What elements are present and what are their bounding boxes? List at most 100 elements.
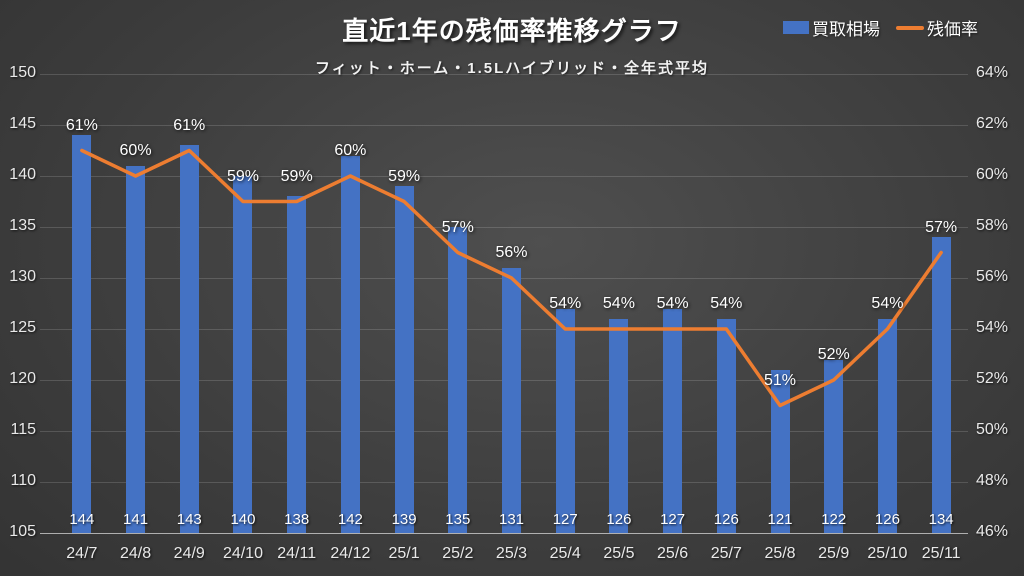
bar [877,318,897,533]
bar-value-label: 144 [69,511,95,528]
left-axis-tick: 115 [10,421,36,438]
x-axis-label: 25/1 [388,545,420,562]
right-axis-tick: 50% [976,421,1009,438]
bar [609,318,629,533]
gridline [40,74,968,75]
bar-value-label: 138 [284,511,310,528]
percentage-point-label: 59% [280,167,313,185]
right-axis-tick: 52% [976,370,1009,387]
bar-value-label: 140 [230,511,256,528]
bar-value-label: 131 [498,511,525,528]
x-axis-label: 25/9 [818,545,850,562]
percentage-point-label: 59% [388,167,421,185]
percentage-point-label: 54% [549,295,582,312]
percentage-point-label: 60% [334,142,367,159]
percentage-point-label: 57% [441,218,474,236]
bar [448,227,468,533]
x-axis-label: 25/11 [921,545,961,562]
percentage-point-label: 57% [925,218,958,236]
bar-value-label: 122 [821,511,847,528]
bar [72,135,92,533]
bar [340,155,360,533]
percentage-point-label: 52% [817,346,850,363]
x-axis-label: 25/6 [657,545,689,562]
left-axis-tick: 105 [9,523,36,540]
bar-value-label: 127 [552,511,578,528]
x-axis-label: 25/3 [495,545,528,562]
percentage-point-label: 51% [764,371,797,389]
x-axis-label: 25/4 [549,545,581,562]
bar [502,267,521,533]
bar [770,369,790,533]
percentage-point-label: 60% [119,142,152,159]
percentage-point-label: 61% [65,116,98,134]
percentage-point-label: 54% [602,295,635,312]
x-axis-label: 25/5 [603,545,635,562]
bar-value-label: 121 [767,511,793,528]
right-axis-tick: 62% [976,115,1009,132]
x-axis-label: 25/8 [764,545,796,562]
bar-value-label: 142 [337,511,363,528]
x-axis-label: 24/11 [277,545,317,562]
bar [233,176,253,533]
left-axis-tick: 125 [9,319,36,336]
right-axis-tick: 60% [976,166,1009,183]
bar-value-label: 126 [713,511,739,528]
bar-value-label: 126 [606,511,632,528]
bar [126,165,146,533]
legend-item-line-series: 残価率 [896,15,978,40]
right-axis-tick: 46% [976,523,1009,540]
bar-value-label: 134 [928,511,954,528]
percentage-point-label: 54% [871,295,904,312]
x-axis-label: 25/10 [867,545,908,562]
bar-series-swatch-icon [783,21,809,34]
bar-value-label: 127 [660,511,686,528]
line-series-swatch-icon [896,25,924,30]
right-axis-tick: 48% [976,472,1009,489]
bar [931,237,951,533]
x-axis-label: 25/7 [710,545,742,562]
legend-item-bar-series: 買取相場 [783,15,880,40]
right-axis-tick: 56% [976,268,1009,285]
bar [555,308,575,533]
bar-value-label: 135 [445,511,471,528]
left-axis-tick: 130 [9,268,36,285]
x-axis-label: 25/2 [442,545,474,562]
right-axis-tick: 54% [976,319,1009,336]
x-axis-label: 24/12 [330,545,371,562]
x-axis-label: 24/8 [119,545,152,562]
bar [394,186,414,533]
percentage-point-label: 54% [656,295,689,312]
left-axis-tick: 135 [9,217,36,234]
legend: 買取相場 残価率 [783,15,978,40]
legend-line-label: 残価率 [927,20,978,39]
right-axis-tick: 58% [976,217,1009,234]
bar-value-label: 126 [874,511,900,528]
x-axis-label: 24/7 [66,545,98,562]
x-axis-label: 24/10 [222,545,263,562]
left-axis-tick: 150 [9,64,36,81]
left-axis-tick: 140 [9,166,36,183]
right-axis-tick: 64% [976,64,1009,81]
percentage-point-label: 61% [173,116,206,134]
bar-value-label: 141 [123,511,149,528]
left-axis-tick: 120 [9,370,36,387]
bar [663,308,683,533]
bar [179,145,199,533]
x-axis-line [40,533,968,534]
left-axis-tick: 145 [9,115,36,132]
bar-value-label: 143 [176,511,202,528]
bar-value-label: 139 [391,511,417,528]
bar [824,359,844,533]
bar [287,196,307,533]
percentage-point-label: 54% [710,295,743,312]
x-axis-label: 24/9 [173,545,205,562]
legend-bar-label: 買取相場 [812,20,880,39]
gridline [40,125,968,126]
percentage-point-label: 56% [495,244,528,261]
percentage-point-label: 59% [226,167,259,185]
bar [716,318,736,533]
left-axis-tick: 110 [10,472,36,489]
